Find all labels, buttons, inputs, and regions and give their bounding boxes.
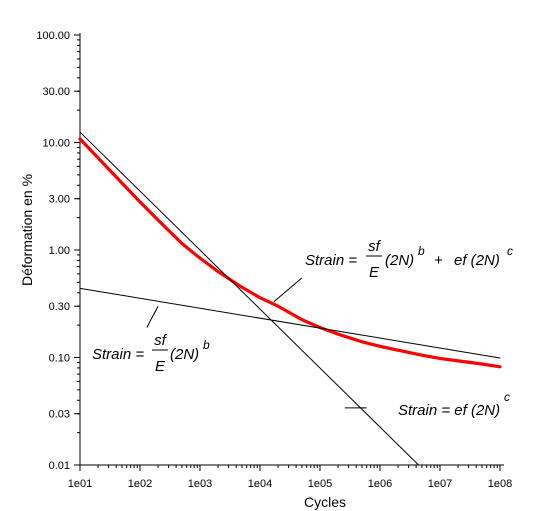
annotation-elastic-exp-b: b [203,338,210,352]
annotation-total-prefix: Strain = [305,252,357,269]
x-tick-label: 1e02 [128,478,152,490]
annotation-plastic-exp-c: c [504,390,510,404]
x-tick-label: 1e08 [488,478,512,490]
x-tick-label: 1e03 [188,478,212,490]
annotation-total-2n: (2N) [385,252,414,269]
x-tick-label: 1e01 [68,478,92,490]
y-tick-label: 0.10 [49,353,70,365]
annotation-total-strain: Strain = sf E (2N) b + ef (2N) c [305,238,513,281]
annotation-total-exp-c: c [507,244,513,258]
x-axis-title: Cycles [304,494,346,510]
x-tick-label: 1e07 [428,478,452,490]
annotation-total-e: E [369,264,380,281]
axes: 100.00 30.00 10.00 3.00 1.00 0.30 0.10 0.03 0.01… [19,30,512,510]
annotation-total-plus: + [434,252,443,269]
annotation-leader-total [273,277,303,303]
annotation-plastic-text: Strain = ef (2N) [398,402,500,419]
series-line-0 [78,137,502,369]
annotation-elastic-sf: sf [154,332,168,349]
y-tick-label: 0.03 [49,409,70,421]
y-tick-label: 0.30 [49,301,70,313]
y-tick-label: 30.00 [42,86,70,98]
y-tick-label: 100.00 [36,30,70,42]
y-tick-label: 1.00 [49,245,70,257]
x-tick-label: 1e04 [248,478,272,490]
y-tick-label: 3.00 [49,194,70,206]
annotation-elastic-e: E [155,358,166,375]
annotation-elastic-2n: (2N) [170,346,199,363]
y-axis-title: Déformation en % [19,174,35,286]
series-line-1 [79,131,420,466]
annotation-plastic-strain: Strain = ef (2N) c [398,390,510,419]
y-tick-label: 0.01 [49,460,70,472]
y-tick-label: 10.00 [42,138,70,150]
series-line-2 [79,287,501,359]
x-tick-label: 1e05 [308,478,332,490]
annotation-elastic-prefix: Strain = [92,346,144,363]
x-tick-label: 1e06 [368,478,392,490]
annotation-leader-elastic [146,305,159,328]
annotation-leaders [146,277,367,409]
annotation-total-exp-b: b [418,244,425,258]
annotation-total-sf: sf [368,238,382,255]
annotation-total-ef: ef (2N) [454,252,500,269]
plot-area [78,131,502,466]
annotation-elastic-strain: Strain = sf E (2N) b [92,332,210,375]
